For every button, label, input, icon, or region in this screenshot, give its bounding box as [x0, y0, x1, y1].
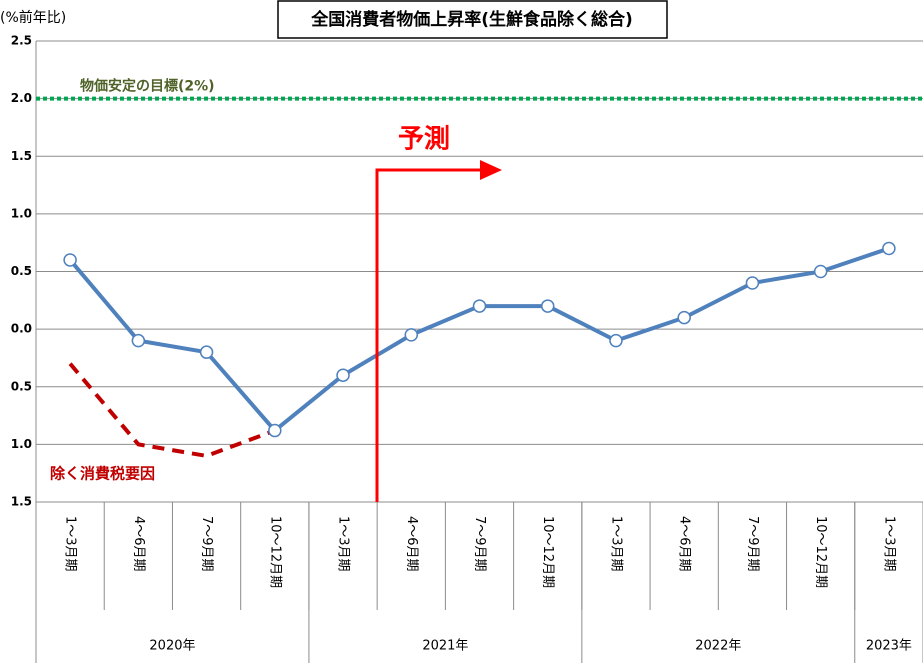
point: [745, 276, 760, 290]
x-tick-label: 4～6月期: [131, 516, 146, 572]
year-label: 2020年: [149, 639, 195, 654]
point: [199, 345, 214, 359]
chart-title: 全国消費者物価上昇率(生鮮食品除く総合): [310, 9, 633, 30]
year-label: 2022年: [695, 639, 741, 654]
x-tick-label: 1～3月期: [63, 516, 78, 572]
forecast-arrowhead: [480, 160, 502, 180]
point: [336, 368, 350, 382]
target-label: 物価安定の目標(2%): [80, 78, 215, 95]
forecast-line: [375, 168, 484, 502]
series-annotation: 除く消費税要因: [50, 465, 155, 483]
x-tick-label: 10～12月期: [813, 516, 828, 588]
x-tick-label: 10～12月期: [540, 516, 555, 588]
point: [404, 328, 419, 342]
year-label: 2023年: [866, 639, 912, 654]
year-label: 2021年: [422, 639, 468, 654]
title-box: [277, 0, 668, 39]
y-tick-label: 0.5: [11, 379, 32, 393]
x-tick-label: 4～6月期: [677, 516, 692, 572]
y-axis-label: (%前年比): [0, 9, 66, 26]
y-tick-label: 1.0: [11, 437, 32, 451]
x-tick-label: 1～3月期: [881, 516, 896, 572]
point: [609, 333, 623, 348]
point: [540, 299, 555, 313]
x-tick-label: 10～12月期: [267, 516, 282, 588]
point: [472, 299, 487, 313]
point: [131, 333, 146, 348]
forecast-label: 予測: [398, 125, 450, 155]
x-tick-label: 7～9月期: [199, 516, 214, 572]
y-tick-label: 1.0: [11, 206, 32, 220]
x-tick-label: 1～3月期: [336, 516, 351, 572]
point: [882, 241, 896, 256]
y-tick-label: 0.5: [11, 264, 32, 278]
series-line: [68, 246, 890, 433]
point: [63, 253, 77, 267]
y-tick-label: 1.5: [11, 495, 32, 509]
y-tick-label: 1.5: [11, 149, 32, 163]
x-tick-label: 7～9月期: [472, 516, 487, 572]
point: [677, 310, 691, 325]
forecast-arrow: [375, 160, 502, 502]
y-tick-label: 0.0: [11, 322, 32, 336]
x-tick-label: 4～6月期: [404, 516, 419, 572]
x-tick-label: 1～3月期: [608, 516, 623, 572]
point: [268, 423, 282, 438]
y-tick-label: 2.0: [11, 91, 32, 105]
plot: 1.5 1.0 0.5 0.0 0.5 1.0 1.5 2.0 2.5 物価安定の目標(2%) 1～…: [11, 34, 923, 663]
series-line: [68, 362, 276, 458]
point: [813, 264, 828, 279]
y-tick-label: 2.5: [11, 34, 32, 48]
x-tick-label: 7～9月期: [745, 516, 760, 572]
